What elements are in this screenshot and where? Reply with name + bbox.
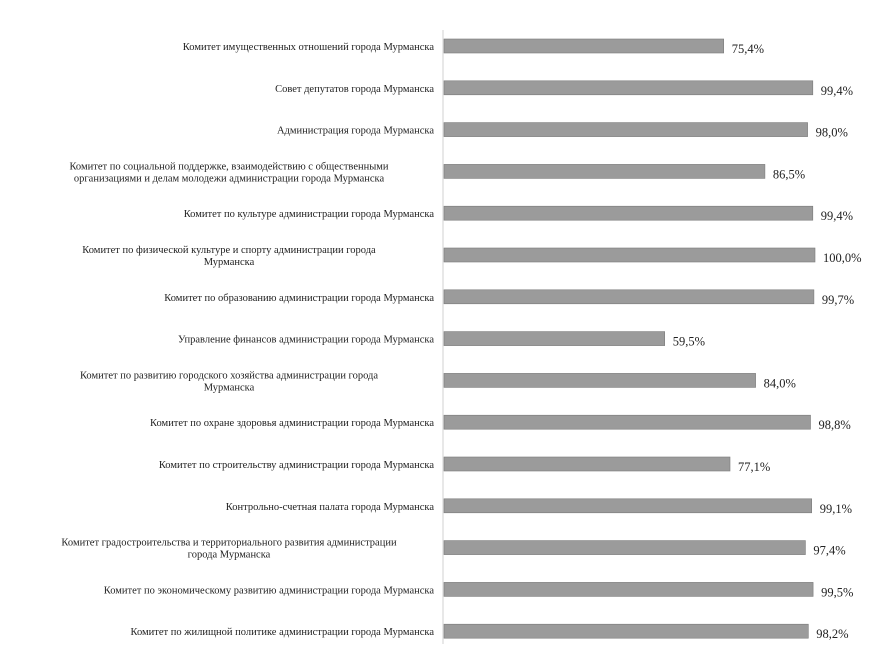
bar-8 [443, 331, 665, 346]
category-label-line: Комитет по социальной поддержке, взаимод… [69, 161, 388, 172]
category-label-11: Комитет по строительству администрации г… [159, 460, 435, 471]
bar-4 [443, 164, 766, 179]
data-label-13: 97,4% [813, 544, 845, 558]
category-label-3: Администрация города Мурманска [277, 126, 434, 137]
data-label-12: 99,1% [820, 502, 852, 516]
category-label-8: Управление финансов администрации города… [178, 335, 434, 346]
bar-2 [443, 80, 814, 96]
data-label-8: 59,5% [673, 335, 705, 349]
category-label-12: Контрольно-счетная палата города Мурманс… [226, 502, 435, 513]
bar-13 [443, 540, 806, 555]
category-label-line: Мурманска [204, 257, 255, 268]
bar-6 [443, 247, 816, 263]
data-label-14: 99,5% [821, 585, 853, 599]
bar-9 [443, 373, 756, 388]
category-label-6: Комитет по физической культуре и спорту … [82, 245, 376, 268]
bar-1 [443, 38, 725, 54]
bar-12 [443, 498, 813, 514]
category-label-7: Комитет по образованию администрации гор… [164, 293, 434, 304]
category-label-15: Комитет по жилищной политике администрац… [130, 627, 434, 638]
category-label-5: Комитет по культуре администрации города… [184, 209, 435, 220]
category-labels: Комитет имущественных отношений города М… [61, 42, 434, 638]
bar-14 [443, 582, 814, 597]
bar-7 [443, 289, 815, 305]
data-label-9: 84,0% [764, 376, 796, 390]
bar-11 [443, 456, 731, 472]
data-label-6: 100,0% [823, 251, 862, 265]
data-label-10: 98,8% [819, 418, 851, 432]
data-label-1: 75,4% [732, 42, 764, 56]
category-label-4: Комитет по социальной поддержке, взаимод… [69, 161, 388, 184]
data-label-3: 98,0% [816, 126, 848, 140]
data-label-4: 86,5% [773, 167, 805, 181]
data-label-5: 99,4% [821, 209, 853, 223]
category-label-line: Комитет по физической культуре и спорту … [82, 245, 376, 256]
bar-10 [443, 414, 811, 430]
data-label-7: 99,7% [822, 293, 854, 307]
category-label-13: Комитет градостроительства и территориал… [61, 538, 397, 561]
data-label-2: 99,4% [821, 84, 853, 98]
category-label-line: Комитет градостроительства и территориал… [61, 538, 397, 549]
data-labels: 75,4% 99,4% 98,0% 86,5% 99,4% 100,0% 99,7% 59,5… [673, 42, 862, 641]
category-label-2: Совет депутатов города Мурманска [275, 84, 434, 95]
bar-15 [443, 623, 809, 639]
category-label-1: Комитет имущественных отношений города М… [183, 42, 435, 53]
bar-3 [443, 122, 808, 137]
category-label-line: Комитет по развитию городского хозяйства… [80, 370, 378, 381]
category-label-9: Комитет по развитию городского хозяйства… [80, 370, 378, 393]
data-label-15: 98,2% [816, 627, 848, 641]
category-label-10: Комитет по охране здоровья администрации… [150, 418, 434, 429]
data-label-11: 77,1% [738, 460, 770, 474]
category-label-line: города Мурманска [188, 550, 271, 561]
category-label-line: организациями и делам молодежи администр… [74, 173, 385, 184]
bars [443, 38, 816, 639]
category-label-line: Мурманска [204, 382, 255, 393]
bar-5 [443, 205, 814, 221]
category-label-14: Комитет по экономическому развитию админ… [104, 585, 435, 596]
